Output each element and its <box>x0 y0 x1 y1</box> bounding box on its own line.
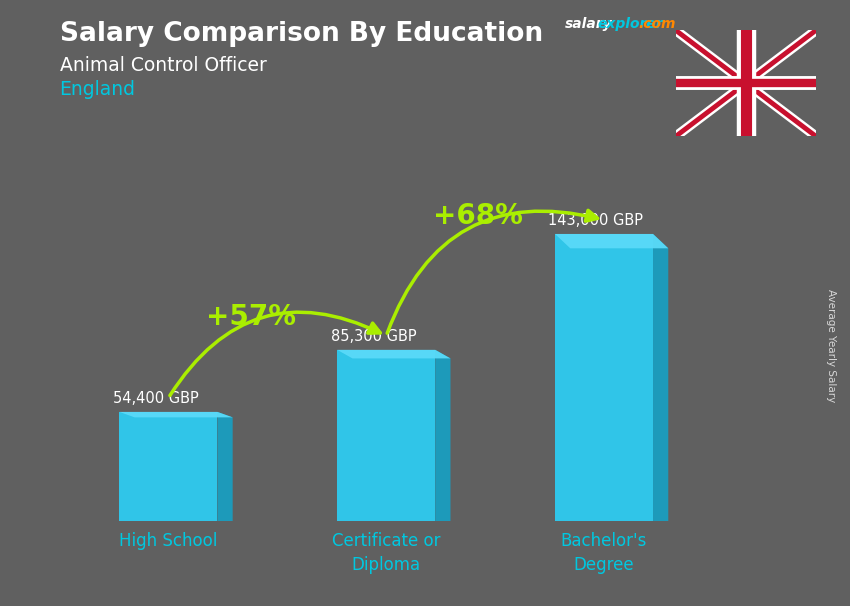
Text: Salary Comparison By Education: Salary Comparison By Education <box>60 21 542 47</box>
Polygon shape <box>435 350 450 521</box>
Text: 85,300 GBP: 85,300 GBP <box>331 328 416 344</box>
Polygon shape <box>218 412 233 521</box>
Polygon shape <box>119 412 218 521</box>
Text: England: England <box>60 80 135 99</box>
Text: +57%: +57% <box>207 303 296 331</box>
Text: explorer: explorer <box>598 17 663 31</box>
Polygon shape <box>653 234 668 521</box>
Text: Average Yearly Salary: Average Yearly Salary <box>826 289 836 402</box>
Polygon shape <box>337 350 450 358</box>
Text: +68%: +68% <box>433 202 523 230</box>
Text: Animal Control Officer: Animal Control Officer <box>60 56 266 75</box>
Text: .com: .com <box>638 17 676 31</box>
Text: 54,400 GBP: 54,400 GBP <box>113 391 199 405</box>
Text: 143,000 GBP: 143,000 GBP <box>548 213 643 228</box>
Text: salary: salary <box>565 17 613 31</box>
Polygon shape <box>119 412 233 418</box>
Polygon shape <box>555 234 668 248</box>
Polygon shape <box>337 350 435 521</box>
Polygon shape <box>555 234 653 521</box>
